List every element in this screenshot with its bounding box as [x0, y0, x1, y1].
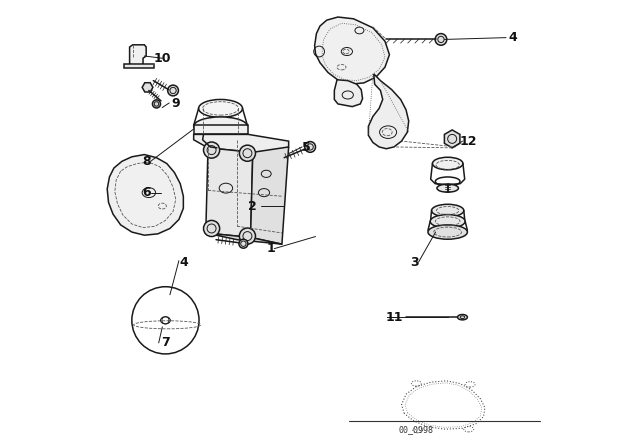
Polygon shape [251, 147, 289, 244]
Circle shape [204, 220, 220, 237]
Text: 3: 3 [411, 255, 419, 269]
Ellipse shape [458, 314, 467, 320]
Text: 4: 4 [179, 255, 188, 269]
Circle shape [435, 34, 447, 45]
Text: 6: 6 [142, 186, 150, 199]
Text: 8: 8 [142, 155, 150, 168]
Ellipse shape [198, 99, 243, 117]
Circle shape [204, 142, 220, 158]
Circle shape [168, 85, 179, 96]
Ellipse shape [431, 204, 464, 217]
Polygon shape [130, 45, 146, 66]
Circle shape [152, 100, 161, 108]
Ellipse shape [430, 215, 465, 228]
Text: 2: 2 [248, 199, 256, 213]
Circle shape [239, 228, 255, 244]
Polygon shape [194, 125, 248, 134]
Polygon shape [369, 74, 409, 149]
Polygon shape [124, 64, 154, 68]
Polygon shape [334, 80, 362, 107]
Polygon shape [315, 17, 389, 84]
Text: 12: 12 [459, 134, 477, 148]
Circle shape [239, 239, 248, 248]
Text: 7: 7 [161, 336, 170, 349]
Text: 00_0998: 00_0998 [398, 426, 433, 435]
Ellipse shape [437, 184, 458, 192]
Polygon shape [206, 233, 282, 244]
Text: 10: 10 [154, 52, 171, 65]
Circle shape [305, 142, 316, 152]
Polygon shape [194, 134, 289, 152]
Text: 9: 9 [172, 96, 180, 110]
Text: 11: 11 [385, 310, 403, 324]
Polygon shape [206, 148, 253, 237]
Text: 5: 5 [302, 141, 311, 155]
Circle shape [239, 145, 255, 161]
Text: 4: 4 [508, 31, 517, 44]
Polygon shape [444, 130, 460, 148]
Ellipse shape [428, 225, 467, 239]
Ellipse shape [433, 157, 463, 170]
Text: 1: 1 [266, 242, 275, 255]
Polygon shape [108, 155, 184, 235]
Polygon shape [142, 83, 153, 92]
Ellipse shape [194, 117, 248, 136]
